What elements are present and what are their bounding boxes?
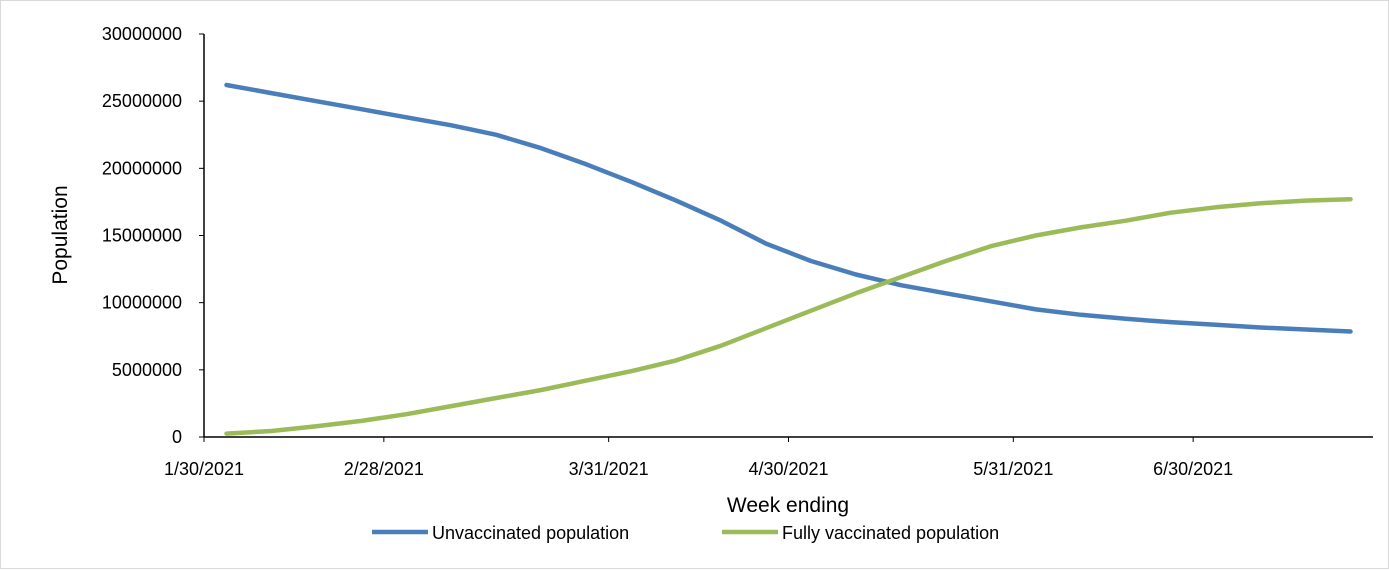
legend-label-unvaccinated: Unvaccinated population [432,523,629,543]
x-tick-label: 2/28/2021 [344,459,424,479]
series-lines [224,82,1353,436]
legend: Unvaccinated population Fully vaccinated… [372,523,999,543]
series-line-fully-vaccinated [224,196,1353,436]
y-tick-label: 0 [172,427,182,447]
series-line-unvaccinated [224,82,1353,334]
x-tick-label: 4/30/2021 [748,459,828,479]
x-axis-ticks: 1/30/2021 2/28/2021 3/31/2021 4/30/2021 5/31… [164,437,1233,479]
y-tick-label: 30000000 [102,24,182,44]
x-tick-label: 1/30/2021 [164,459,244,479]
y-tick-label: 10000000 [102,293,182,313]
y-axis-ticks: 0 5000000 10000000 15000000 20000000 25000000… [102,24,204,447]
y-tick-label: 25000000 [102,91,182,111]
x-tick-label: 6/30/2021 [1153,459,1233,479]
x-axis-title: Week ending [727,494,849,517]
x-tick-label: 3/31/2021 [569,459,649,479]
y-tick-label: 15000000 [102,226,182,246]
y-tick-label: 20000000 [102,158,182,178]
y-tick-label: 5000000 [112,360,182,380]
legend-label-fully-vaccinated: Fully vaccinated population [782,523,999,543]
y-axis-title: Population [49,185,72,284]
x-tick-label: 5/31/2021 [973,459,1053,479]
